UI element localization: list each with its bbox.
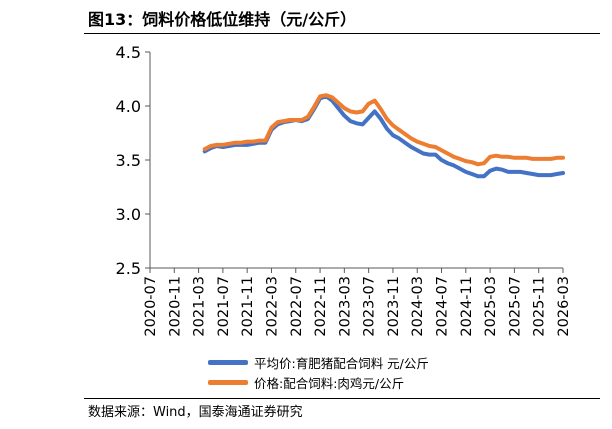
x-tick-label: 2022-03	[264, 276, 280, 337]
title-divider	[84, 33, 600, 34]
legend-swatch-chicken	[208, 379, 248, 385]
y-tick-label: 3.0	[116, 205, 141, 224]
x-tick-label: 2023-07	[362, 276, 378, 337]
x-tick-label: 2024-11	[459, 276, 475, 337]
x-tick-label: 2021-03	[192, 276, 208, 337]
series-line-chicken	[202, 93, 565, 167]
legend-item-chicken: 价格:配合饲料:肉鸡元/公斤	[208, 372, 429, 392]
legend-label-average: 平均价:育肥猪配合饲料 元/公斤	[254, 355, 429, 371]
x-tick-label: 2022-07	[289, 276, 305, 337]
x-tick-label: 2021-11	[240, 276, 256, 337]
x-tick-label: 2020-11	[167, 276, 183, 337]
chart-legend: 平均价:育肥猪配合饲料 元/公斤 价格:配合饲料:肉鸡元/公斤	[208, 352, 429, 392]
data-source: 数据来源：Wind，国泰海通证券研究	[88, 405, 303, 420]
x-tick-label: 2020-07	[143, 276, 159, 337]
x-tick-label: 2025-11	[532, 276, 548, 337]
chart-axes: 2.5 3.0 3.5 4.0 4.5 2020-07 2020-11 2021-03 2021…	[116, 43, 572, 337]
x-tick-label: 2025-07	[507, 276, 523, 337]
legend-item-average: 平均价:育肥猪配合饲料 元/公斤	[208, 352, 429, 372]
x-tick-label: 2021-07	[216, 276, 232, 337]
figure-title: 图13：饲料价格低位维持（元/公斤）	[88, 10, 357, 29]
y-tick-label: 2.5	[116, 259, 141, 278]
x-tick-label: 2024-03	[410, 276, 426, 337]
source-divider	[84, 398, 600, 399]
y-tick-label: 3.5	[116, 151, 141, 170]
x-tick-label: 2023-03	[337, 276, 353, 337]
x-tick-label: 2024-07	[435, 276, 451, 337]
legend-label-chicken: 价格:配合饲料:肉鸡元/公斤	[254, 375, 405, 391]
y-tick-label: 4.0	[116, 97, 141, 116]
x-tick-label: 2023-11	[386, 276, 402, 337]
x-tick-label: 2025-03	[483, 276, 499, 337]
y-tick-label: 4.5	[116, 43, 141, 62]
x-tick-label: 2026-03	[556, 276, 572, 337]
x-tick-label: 2022-11	[313, 276, 329, 337]
series-line-average	[202, 94, 565, 179]
chart-series	[202, 93, 565, 179]
legend-swatch-average	[208, 359, 248, 365]
